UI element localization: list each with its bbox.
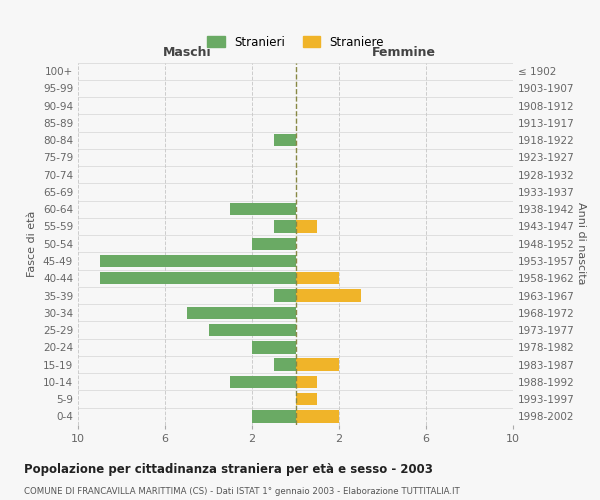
Bar [296,376,317,388]
Y-axis label: Anni di nascita: Anni di nascita [576,202,586,285]
Bar [252,238,296,250]
Bar [187,306,296,319]
Bar [100,272,296,284]
Y-axis label: Fasce di età: Fasce di età [28,210,37,277]
Bar [274,220,296,232]
Bar [274,290,296,302]
Text: Popolazione per cittadinanza straniera per età e sesso - 2003: Popolazione per cittadinanza straniera p… [24,462,433,475]
Bar [252,341,296,353]
Bar [296,393,317,406]
Bar [230,203,296,215]
Bar [274,358,296,371]
Bar [252,410,296,422]
Bar [296,410,339,422]
Text: COMUNE DI FRANCAVILLA MARITTIMA (CS) - Dati ISTAT 1° gennaio 2003 - Elaborazione: COMUNE DI FRANCAVILLA MARITTIMA (CS) - D… [24,488,460,496]
Bar [209,324,296,336]
Legend: Stranieri, Straniere: Stranieri, Straniere [203,32,388,52]
Bar [296,272,339,284]
Bar [100,255,296,267]
Text: Femmine: Femmine [372,46,436,59]
Bar [230,376,296,388]
Bar [296,290,361,302]
Bar [296,358,339,371]
Text: Maschi: Maschi [163,46,211,59]
Bar [296,220,317,232]
Bar [274,134,296,146]
